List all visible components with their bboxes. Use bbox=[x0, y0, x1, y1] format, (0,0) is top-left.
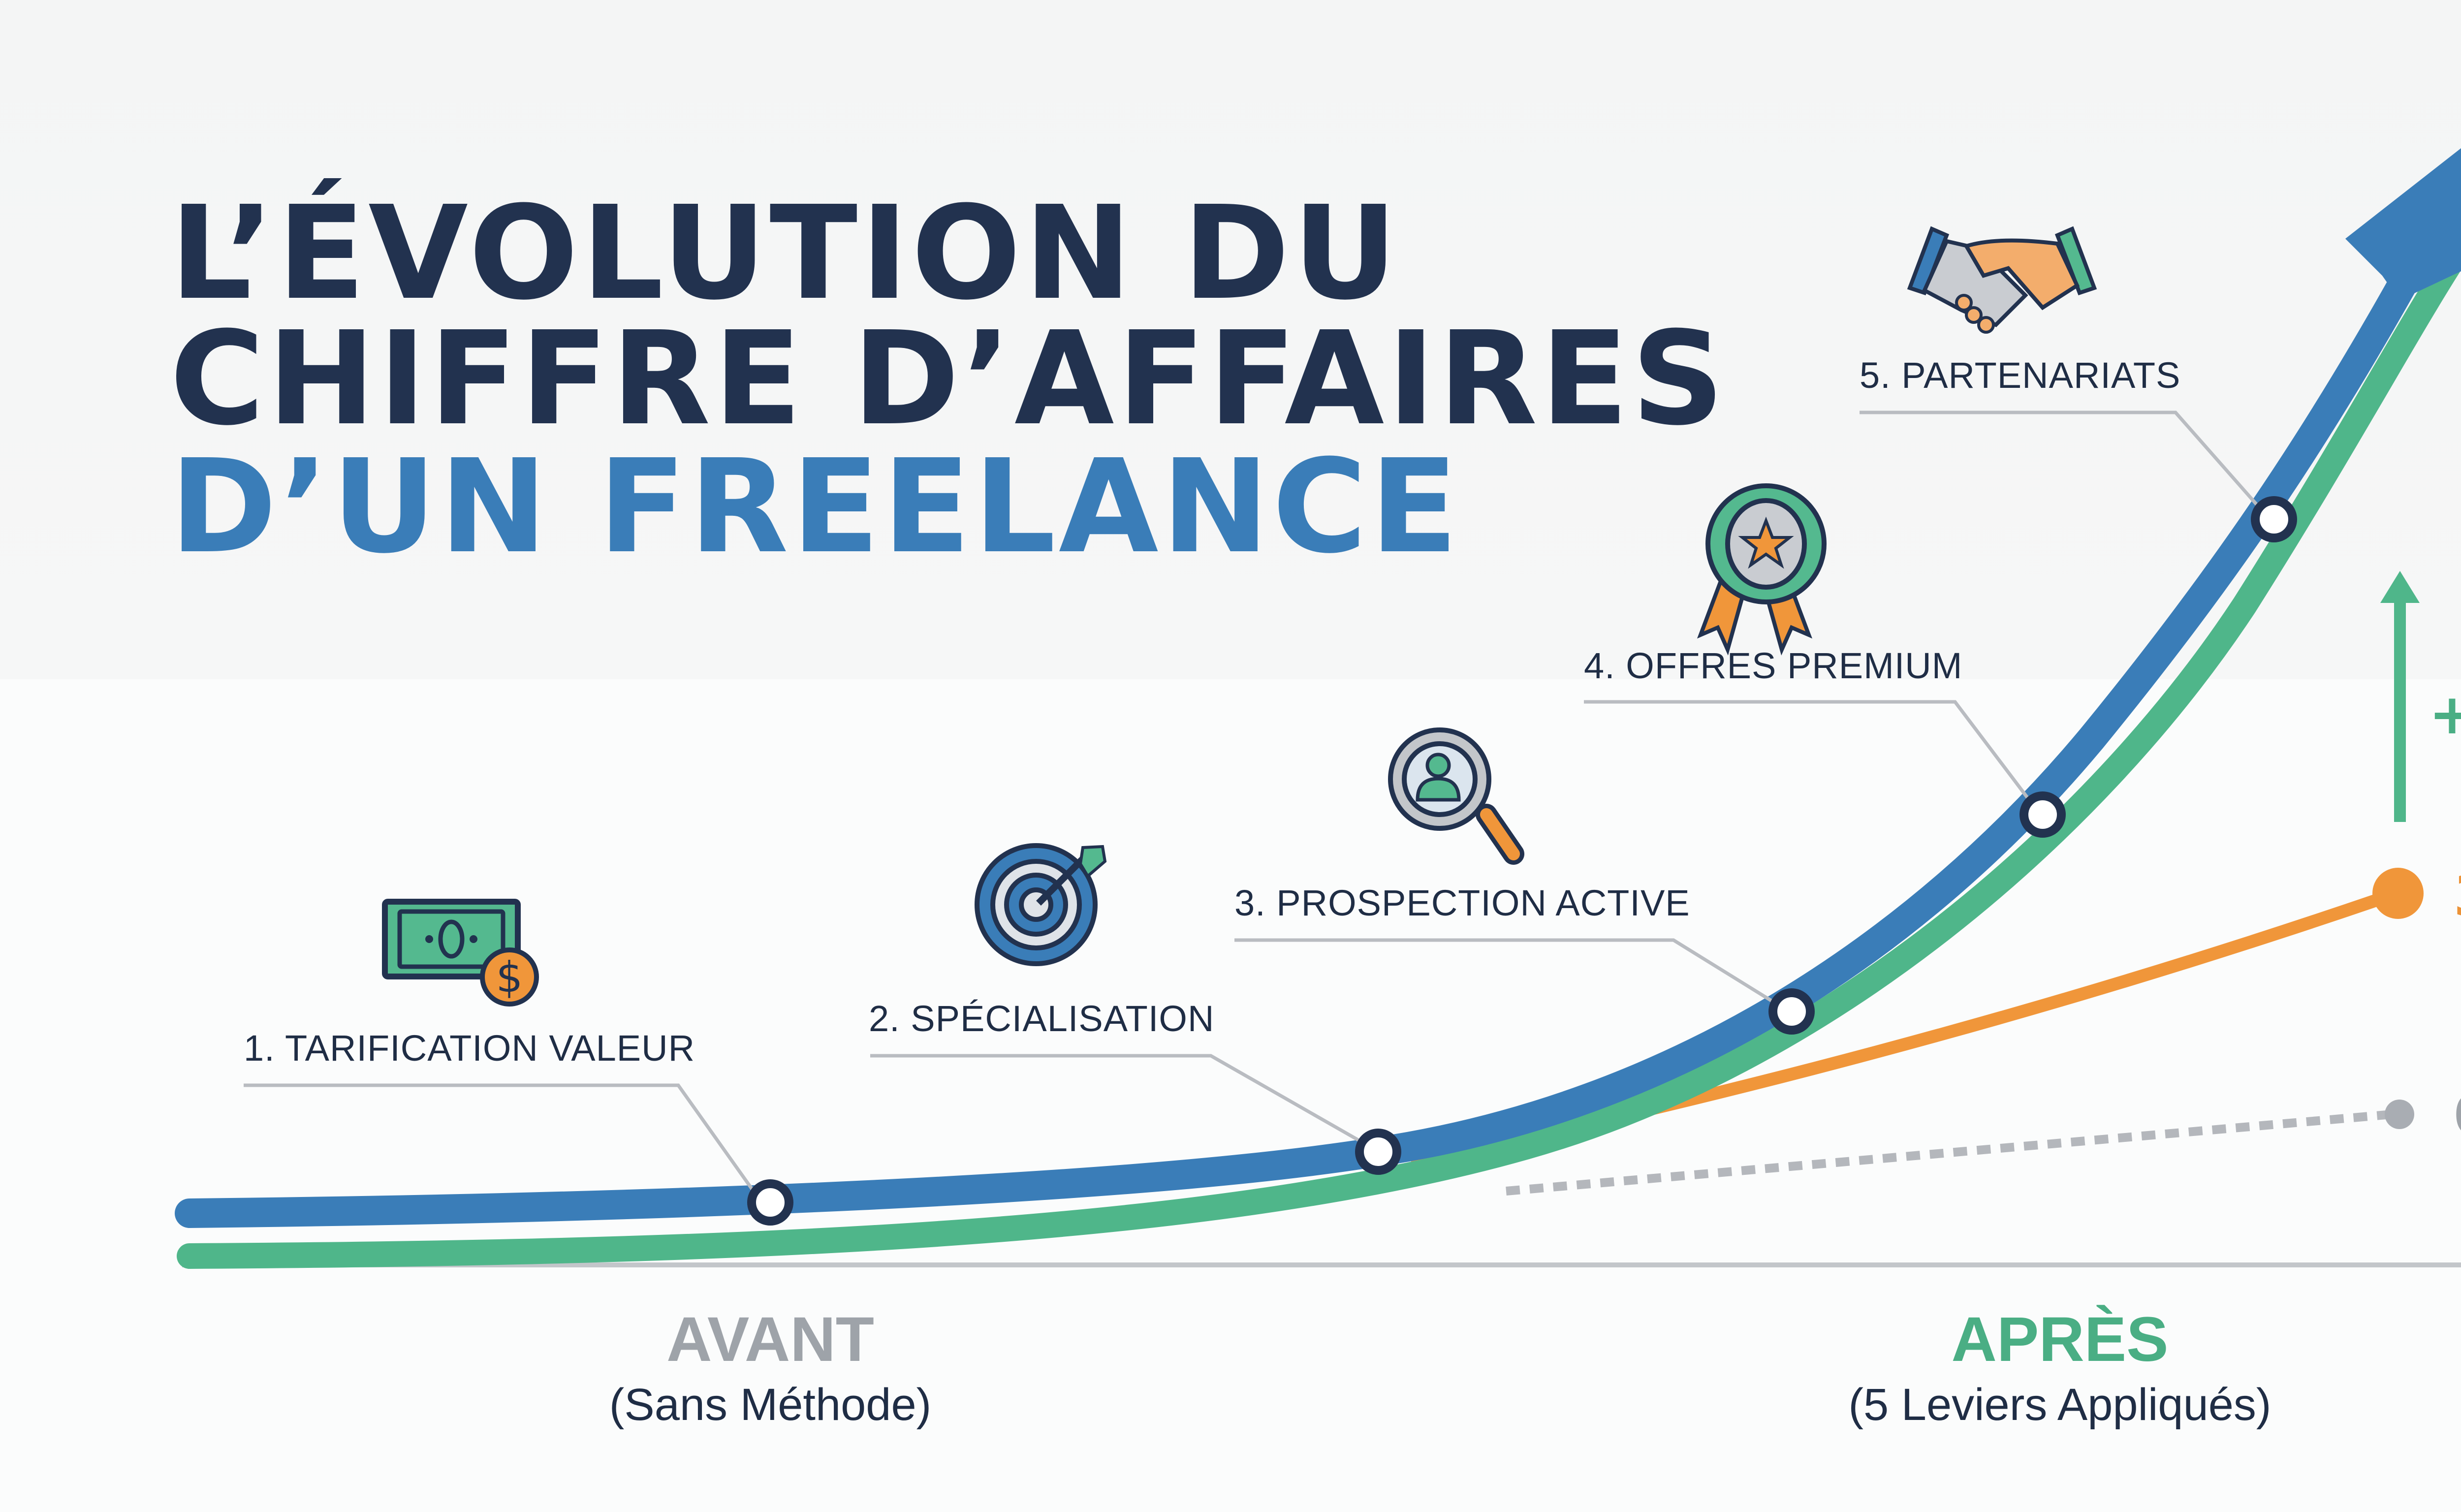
lever-4-label: 4. OFFRES PREMIUM bbox=[1584, 645, 1962, 686]
lever-3-label: 3. PROSPECTION ACTIVE bbox=[1234, 882, 1690, 923]
handshake-icon bbox=[1907, 226, 2097, 334]
series-baseline bbox=[1506, 1100, 2414, 1196]
growth-delta-label: +20% bbox=[2429, 683, 2461, 747]
phase-after-sub: (5 Leviers Appliqués) bbox=[1848, 1380, 2271, 1430]
baseline-end-dot bbox=[2385, 1100, 2414, 1129]
growth-delta-annotation: +20% bbox=[2380, 571, 2461, 822]
lever-3-marker bbox=[1768, 988, 1815, 1035]
phase-before: AVANT (Sans Méthode) bbox=[609, 1304, 932, 1430]
lever-5-label: 5. PARTENARIATS bbox=[1860, 355, 2180, 396]
lever-3: 3. PROSPECTION ACTIVE bbox=[1234, 727, 1815, 1035]
phase-after: APRÈS (5 Leviers Appliqués) bbox=[1848, 1304, 2271, 1430]
magnifier-person-icon bbox=[1388, 727, 1524, 865]
lever-4-marker bbox=[2019, 791, 2066, 838]
lever-1-label: 1. TARIFICATION VALEUR bbox=[244, 1028, 695, 1069]
phase-before-main: AVANT bbox=[666, 1304, 874, 1375]
award-ribbon-icon bbox=[1697, 483, 1827, 656]
lever-4: 4. OFFRES PREMIUM bbox=[1584, 483, 2066, 838]
title-line-1: L’ÉVOLUTION DU bbox=[170, 177, 1400, 328]
phase-before-sub: (Sans Méthode) bbox=[609, 1380, 932, 1430]
lever-2: 2. SPÉCIALISATION bbox=[869, 843, 1401, 1175]
x-axis bbox=[182, 1262, 2461, 1267]
series-green bbox=[177, 253, 2461, 1269]
phase-after-main: APRÈS bbox=[1952, 1304, 2169, 1375]
lever-1: $ 1. TARIFICATION VALEUR bbox=[244, 899, 793, 1226]
svg-text:$: $ bbox=[496, 953, 523, 1002]
lever-5: 5. PARTENARIATS bbox=[1860, 226, 2297, 542]
title-line-3: D’UN FREELANCE bbox=[170, 432, 1461, 582]
orange-end-label: 35% bbox=[2454, 865, 2461, 929]
page-title: L’ÉVOLUTION DU CHIFFRE D’AFFAIRES D’UN F… bbox=[170, 177, 1727, 582]
baseline-end-label: 0% bbox=[2454, 1084, 2461, 1148]
title-line-2: CHIFFRE D’AFFAIRES bbox=[170, 304, 1727, 454]
lever-1-marker bbox=[747, 1179, 793, 1226]
lever-2-label: 2. SPÉCIALISATION bbox=[869, 998, 1214, 1039]
lever-5-marker bbox=[2251, 496, 2297, 542]
background-top bbox=[0, 0, 2461, 679]
orange-end-dot bbox=[2372, 868, 2424, 919]
target-arrow-icon bbox=[975, 843, 1107, 966]
lever-2-marker bbox=[1355, 1129, 1401, 1175]
money-bill-coin-icon: $ bbox=[382, 899, 539, 1007]
up-arrow-icon bbox=[2380, 571, 2420, 603]
